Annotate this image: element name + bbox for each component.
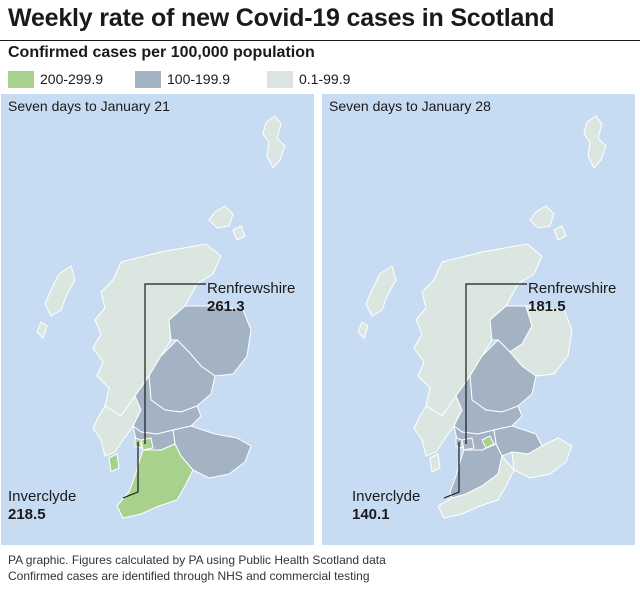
map-title-jan21: Seven days to January 21 — [8, 98, 170, 114]
scotland-map-jan21 — [36, 115, 286, 519]
legend-title: Confirmed cases per 100,000 population — [8, 44, 315, 61]
page-title: Weekly rate of new Covid-19 cases in Sco… — [8, 4, 555, 32]
renfrewshire-region-jan28 — [461, 437, 475, 451]
scotland-map-jan28 — [357, 115, 607, 519]
renfrewshire-region-jan21 — [140, 437, 154, 451]
legend-label-low: 0.1-99.9 — [299, 71, 351, 87]
legend-swatch-mid — [135, 70, 161, 88]
legend-item-low: 0.1-99.9 — [267, 69, 350, 89]
callout-inverclyde-jan28: Inverclyde 140.1 — [352, 488, 420, 524]
map-title-jan28: Seven days to January 28 — [329, 98, 491, 114]
legend: 200-299.9 100-199.9 0.1-99.9 — [8, 69, 632, 89]
legend-label-high: 200-299.9 — [40, 71, 104, 87]
footer-source: PA graphic. Figures calculated by PA usi… — [8, 553, 386, 567]
legend-item-high: 200-299.9 — [8, 69, 103, 89]
legend-label-mid: 100-199.9 — [167, 71, 231, 87]
legend-swatch-high — [8, 70, 34, 88]
callout-renfrewshire-jan28: Renfrewshire 181.5 — [528, 280, 616, 316]
callout-label: Renfrewshire — [528, 280, 617, 297]
callout-value: 218.5 — [8, 506, 46, 523]
callout-inverclyde-jan21: Inverclyde 218.5 — [8, 488, 76, 524]
footer-note: Confirmed cases are identified through N… — [8, 569, 370, 583]
legend-item-mid: 100-199.9 — [135, 69, 230, 89]
callout-value: 140.1 — [352, 506, 390, 523]
callout-value: 261.3 — [207, 298, 245, 315]
callout-label: Inverclyde — [352, 488, 421, 505]
callout-label: Renfrewshire — [207, 280, 296, 297]
legend-swatch-low — [267, 70, 293, 88]
callout-value: 181.5 — [528, 298, 566, 315]
map-panel-jan28: Seven days to January 28 Renfrewshire 18… — [322, 94, 635, 545]
title-divider — [0, 40, 640, 41]
callout-label: Inverclyde — [8, 488, 77, 505]
map-panel-jan21: Seven days to January 21 Renfrewshire 26… — [1, 94, 314, 545]
callout-renfrewshire-jan21: Renfrewshire 261.3 — [207, 280, 295, 316]
